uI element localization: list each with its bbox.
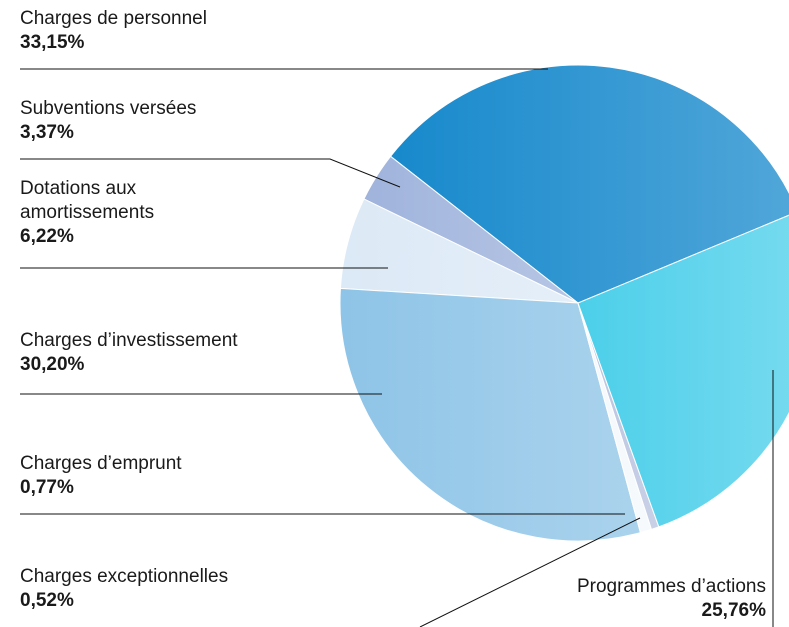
value-label: 33,15% (20, 32, 85, 53)
category-name: Dotations aux amortissements (20, 178, 155, 223)
category-name: Charges d’emprunt (20, 453, 182, 474)
leader-line (419, 517, 641, 627)
slice-label: Charges de personnel 33,15% (20, 7, 320, 55)
slice-label: Subventions versées 3,37% (20, 97, 320, 145)
pie-slice (577, 214, 789, 528)
category-name: Subventions versées (20, 98, 197, 119)
leader-line (20, 158, 401, 188)
category-name: Programmes d’actions (576, 576, 766, 597)
value-label: 6,22% (20, 226, 74, 247)
value-label: 30,20% (20, 354, 85, 375)
pie-slice (389, 64, 789, 304)
slice-label: Programmes d’actions 25,76% (506, 575, 766, 623)
slice-label: Charges exceptionnelles 0,52% (20, 565, 320, 613)
slice-label: Charges d’emprunt 0,77% (20, 452, 320, 500)
value-label: 25,76% (701, 600, 766, 621)
category-name: Charges d’investissement (20, 330, 238, 351)
value-label: 0,52% (20, 590, 74, 611)
category-name: Charges exceptionnelles (20, 566, 229, 587)
pie-slice (339, 287, 642, 542)
value-label: 3,37% (20, 122, 74, 143)
value-label: 0,77% (20, 477, 74, 498)
slice-label: Dotations aux amortissements 6,22% (20, 177, 190, 249)
slice-label: Charges d’investissement 30,20% (20, 329, 320, 377)
category-name: Charges de personnel (20, 8, 207, 29)
